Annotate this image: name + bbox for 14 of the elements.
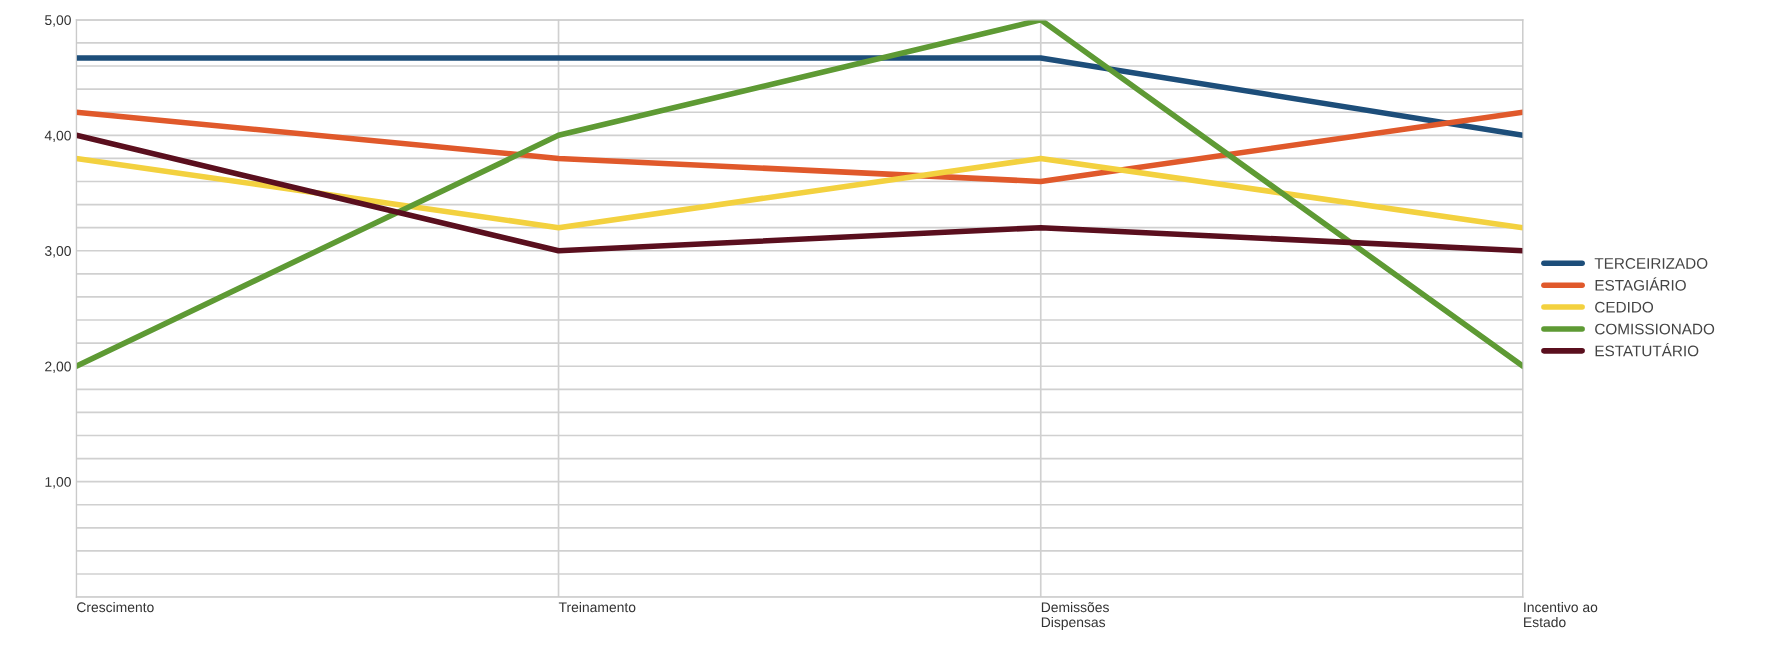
y-tick-label: 4,00 (44, 130, 71, 143)
y-tick-label: 3,00 (44, 246, 71, 258)
x-tick-label: Crescimento (77, 601, 154, 613)
legend-label: ESTATUTÁRIO (1595, 342, 1699, 357)
legend-label: ESTAGIÁRIO (1595, 277, 1686, 291)
legend-label: COMISSIONADO (1595, 323, 1715, 335)
y-tick-label: 2,00 (45, 361, 71, 374)
legend-label: CEDIDO (1595, 301, 1654, 313)
x-tick-label: Demissões Dispensas (1041, 601, 1109, 630)
y-tick-label: 1,00 (45, 477, 71, 489)
legend-label: TERCEIRIZADO (1594, 258, 1708, 269)
x-tick-label: Treinamento (558, 601, 636, 613)
y-tick-label: 5,00 (44, 15, 71, 27)
x-tick-label: Incentivo ao Estado (1524, 601, 1598, 628)
